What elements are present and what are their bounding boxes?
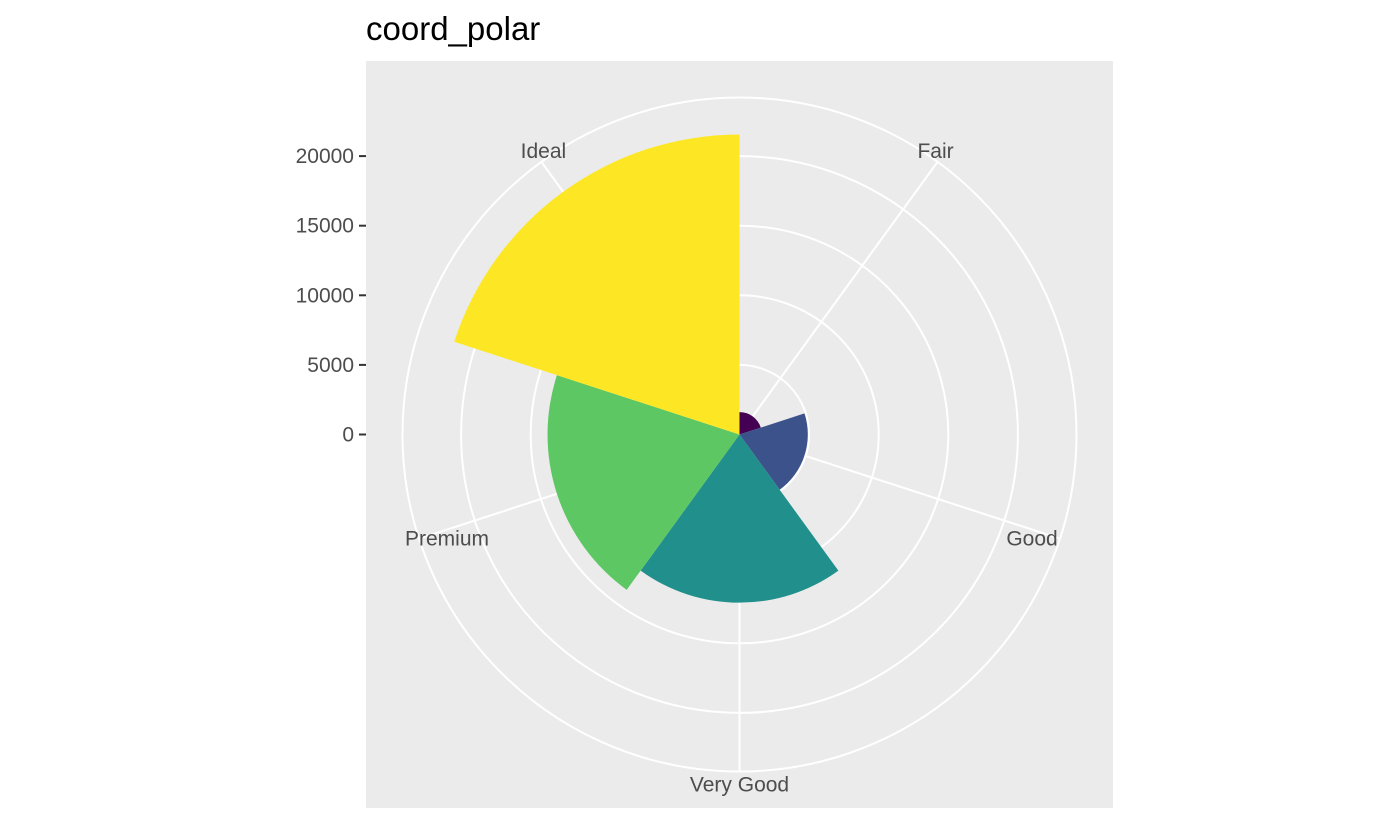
bar-good xyxy=(739,413,808,490)
category-label: Good xyxy=(1006,528,1057,551)
bars xyxy=(454,134,839,603)
category-label: Very Good xyxy=(690,774,789,797)
bar-premium xyxy=(547,375,740,590)
bar-ideal xyxy=(454,134,740,435)
y-tick-label: 0 xyxy=(342,424,354,447)
y-tick-label: 10000 xyxy=(296,284,354,307)
bar-fair xyxy=(739,412,761,435)
y-tick-label: 20000 xyxy=(296,145,354,168)
category-labels: Fair Good Very Good Premium Ideal xyxy=(405,140,1058,797)
chart-title: coord_polar xyxy=(366,10,540,47)
category-label: Premium xyxy=(405,528,489,551)
category-label: Ideal xyxy=(521,140,567,163)
y-tick-label: 5000 xyxy=(307,354,354,377)
bar-very-good xyxy=(640,434,839,603)
category-label: Fair xyxy=(917,140,953,163)
y-axis: 0 5000 10000 15000 20000 xyxy=(296,145,366,447)
y-tick-label: 15000 xyxy=(296,215,354,238)
grid-spoke xyxy=(738,161,939,436)
